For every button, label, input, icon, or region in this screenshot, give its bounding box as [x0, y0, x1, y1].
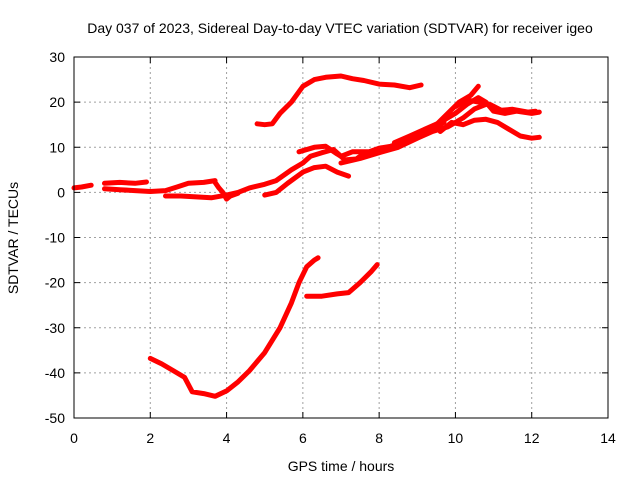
series-track-5 [212, 179, 241, 202]
series-track-12 [437, 116, 542, 141]
grid-lines [74, 57, 608, 418]
plot-frame [73, 56, 609, 419]
x-tick-label: 2 [146, 430, 154, 446]
y-tick-label: 10 [49, 139, 65, 155]
series-track-15 [147, 255, 321, 399]
series-track-2 [102, 179, 149, 186]
y-tick-label: -40 [45, 365, 65, 381]
series-track-1 [71, 182, 94, 191]
x-tick-label: 10 [448, 430, 464, 446]
chart-title: Day 037 of 2023, Sidereal Day-to-day VTE… [87, 20, 593, 36]
y-tick-label: -50 [45, 410, 65, 426]
y-tick-label: 30 [49, 49, 65, 65]
y-tick-labels: -50 -40 -30 -20 -10 0 10 20 30 [45, 49, 65, 426]
y-tick-label: -20 [45, 275, 65, 291]
x-tick-label: 0 [70, 430, 78, 446]
x-tick-label: 4 [223, 430, 231, 446]
series-track-3 [102, 178, 218, 194]
series-track-13 [452, 97, 538, 115]
series-track-8 [296, 143, 371, 159]
series-track-7 [262, 163, 352, 198]
y-tick-label: 20 [49, 94, 65, 110]
series-track-9 [338, 101, 489, 166]
x-tick-label: 6 [299, 430, 307, 446]
y-tick-label: -30 [45, 320, 65, 336]
y-tick-label: 0 [57, 184, 65, 200]
x-tick-label: 8 [375, 430, 383, 446]
x-tick-labels: 0 2 4 6 8 10 12 14 [70, 430, 616, 446]
series-track-14 [304, 262, 380, 299]
y-axis-label: SDTVAR / TECUs [5, 182, 21, 294]
y-tick-label: -10 [45, 230, 65, 246]
series-track-4 [163, 119, 447, 201]
x-tick-label: 12 [524, 430, 540, 446]
series-track-6 [254, 73, 424, 128]
x-tick-label: 14 [600, 430, 616, 446]
data-series [71, 73, 542, 399]
x-axis-label: GPS time / hours [288, 458, 395, 474]
